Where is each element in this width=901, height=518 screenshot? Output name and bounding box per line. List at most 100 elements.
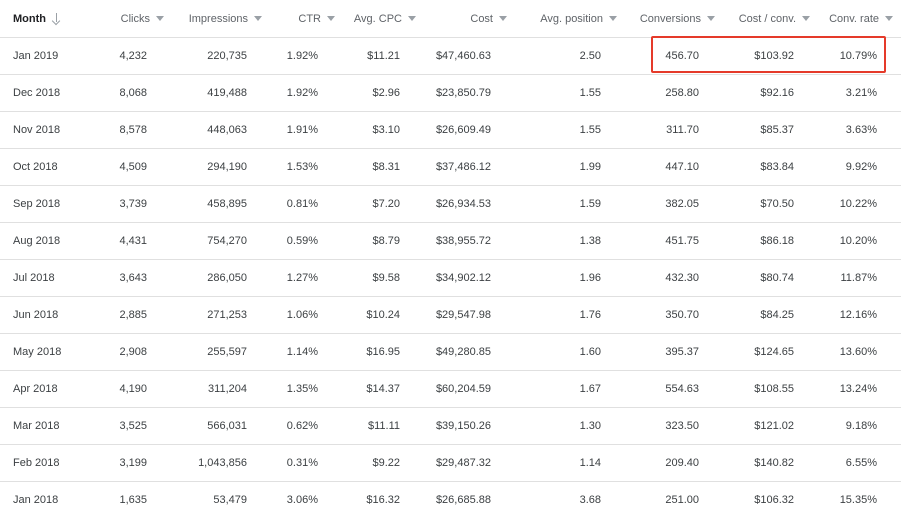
cell-conversions: 554.63 xyxy=(665,383,699,395)
column-header-avg-position[interactable]: Avg. position xyxy=(494,0,617,37)
column-header-label: Cost xyxy=(470,12,493,25)
cell-cost-per-conv: $108.55 xyxy=(754,383,794,395)
cell-conversions: 251.00 xyxy=(665,494,699,506)
cell-cost: $26,934.53 xyxy=(435,198,491,210)
cell-avg-position: 1.55 xyxy=(579,124,601,136)
cell-avg-cpc: $8.79 xyxy=(372,235,400,247)
cell-conv-rate: 3.21% xyxy=(845,87,877,99)
table-row[interactable]: Nov 2018 8,578 448,063 1.91% $3.10 $26,609.49… xyxy=(0,112,901,149)
cell-ctr: 0.62% xyxy=(286,420,318,432)
cell-clicks: 3,643 xyxy=(119,272,147,284)
cell-avg-cpc: $14.37 xyxy=(366,383,400,395)
column-header-cost-per-conv[interactable]: Cost / conv. xyxy=(702,0,810,37)
table-header: Month Clicks Impressions CTR Avg. CPC Co… xyxy=(0,0,901,38)
cell-conversions: 350.70 xyxy=(665,309,699,321)
column-header-avg-cpc[interactable]: Avg. CPC xyxy=(322,0,416,37)
caret-down-icon[interactable] xyxy=(885,16,893,21)
cell-month: Jan 2018 xyxy=(13,494,59,506)
table-row[interactable]: Jul 2018 3,643 286,050 1.27% $9.58 $34,902.12… xyxy=(0,260,901,297)
cell-conv-rate: 13.24% xyxy=(839,383,877,395)
table-row[interactable]: Oct 2018 4,509 294,190 1.53% $8.31 $37,486.12… xyxy=(0,149,901,186)
caret-down-icon[interactable] xyxy=(254,16,262,21)
table-row[interactable]: Jun 2018 2,885 271,253 1.06% $10.24 $29,547.9… xyxy=(0,297,901,334)
cell-avg-position: 1.67 xyxy=(579,383,601,395)
column-header-ctr[interactable]: CTR xyxy=(250,0,335,37)
column-header-impressions[interactable]: Impressions xyxy=(150,0,262,37)
cell-month: Oct 2018 xyxy=(13,161,58,173)
table-row[interactable]: Jan 2019 4,232 220,735 1.92% $11.21 $47,460.6… xyxy=(0,38,901,75)
cell-avg-cpc: $3.10 xyxy=(372,124,400,136)
column-header-conv-rate[interactable]: Conv. rate xyxy=(797,0,893,37)
cell-impressions: 220,735 xyxy=(207,50,247,62)
cell-month: Dec 2018 xyxy=(13,87,61,99)
cell-ctr: 1.92% xyxy=(286,87,318,99)
caret-down-icon[interactable] xyxy=(499,16,507,21)
column-header-label: Conv. rate xyxy=(829,12,879,25)
cell-cost: $29,487.32 xyxy=(435,457,491,469)
cell-month: Apr 2018 xyxy=(13,383,58,395)
column-header-label: Month xyxy=(13,12,46,25)
cell-cost-per-conv: $124.65 xyxy=(754,346,794,358)
table-row[interactable]: Jan 2018 1,635 53,479 3.06% $16.32 $26,685.88… xyxy=(0,482,901,518)
caret-down-icon[interactable] xyxy=(802,16,810,21)
column-header-conversions[interactable]: Conversions xyxy=(604,0,715,37)
cell-ctr: 1.06% xyxy=(286,309,318,321)
column-header-cost[interactable]: Cost xyxy=(404,0,507,37)
cell-conversions: 432.30 xyxy=(665,272,699,284)
cell-conv-rate: 12.16% xyxy=(839,309,877,321)
cell-clicks: 4,190 xyxy=(119,383,147,395)
cell-cost-per-conv: $83.84 xyxy=(760,161,794,173)
column-header-label: Avg. CPC xyxy=(353,12,402,25)
table-row[interactable]: Mar 2018 3,525 566,031 0.62% $11.11 $39,150.2… xyxy=(0,408,901,445)
cell-avg-position: 1.96 xyxy=(579,272,601,284)
caret-down-icon[interactable] xyxy=(156,16,164,21)
cell-avg-cpc: $9.22 xyxy=(372,457,400,469)
cell-cost: $60,204.59 xyxy=(435,383,491,395)
cell-cost-per-conv: $80.74 xyxy=(760,272,794,284)
cell-avg-position: 2.50 xyxy=(579,50,601,62)
caret-down-icon[interactable] xyxy=(408,16,416,21)
cell-cost-per-conv: $92.16 xyxy=(760,87,794,99)
cell-conv-rate: 13.60% xyxy=(839,346,877,358)
caret-down-icon[interactable] xyxy=(327,16,335,21)
cell-clicks: 4,509 xyxy=(119,161,147,173)
cell-avg-cpc: $2.96 xyxy=(372,87,400,99)
table-row[interactable]: Dec 2018 8,068 419,488 1.92% $2.96 $23,850.79… xyxy=(0,75,901,112)
arrow-down-icon[interactable] xyxy=(52,12,62,25)
cell-conversions: 311.70 xyxy=(666,124,699,136)
caret-down-icon[interactable] xyxy=(707,16,715,21)
cell-cost: $47,460.63 xyxy=(435,50,491,62)
cell-avg-cpc: $8.31 xyxy=(372,161,400,173)
column-header-month[interactable]: Month xyxy=(13,0,103,37)
cell-conv-rate: 10.20% xyxy=(839,235,877,247)
cell-ctr: 1.92% xyxy=(286,50,318,62)
cell-cost-per-conv: $84.25 xyxy=(760,309,794,321)
cell-cost: $26,685.88 xyxy=(435,494,491,506)
table-row[interactable]: May 2018 2,908 255,597 1.14% $16.95 $49,280.8… xyxy=(0,334,901,371)
cell-cost-per-conv: $106.32 xyxy=(754,494,794,506)
table-row[interactable]: Aug 2018 4,431 754,270 0.59% $8.79 $38,955.72… xyxy=(0,223,901,260)
cell-conversions: 209.40 xyxy=(665,457,699,469)
cell-impressions: 255,597 xyxy=(207,346,247,358)
cell-conv-rate: 3.63% xyxy=(845,124,877,136)
table-row[interactable]: Sep 2018 3,739 458,895 0.81% $7.20 $26,934.53… xyxy=(0,186,901,223)
cell-impressions: 286,050 xyxy=(207,272,247,284)
cell-month: Jul 2018 xyxy=(13,272,55,284)
cell-conv-rate: 10.22% xyxy=(839,198,877,210)
cell-month: Sep 2018 xyxy=(13,198,61,210)
caret-down-icon[interactable] xyxy=(609,16,617,21)
column-header-label: Conversions xyxy=(639,12,701,25)
cell-conv-rate: 9.18% xyxy=(845,420,877,432)
cell-clicks: 2,908 xyxy=(119,346,147,358)
cell-cost: $29,547.98 xyxy=(435,309,491,321)
table-row[interactable]: Apr 2018 4,190 311,204 1.35% $14.37 $60,204.5… xyxy=(0,371,901,408)
cell-cost: $38,955.72 xyxy=(435,235,491,247)
cell-cost: $39,150.26 xyxy=(435,420,491,432)
cell-cost-per-conv: $85.37 xyxy=(760,124,794,136)
cell-conversions: 258.80 xyxy=(665,87,699,99)
cell-clicks: 3,739 xyxy=(119,198,147,210)
table-row[interactable]: Feb 2018 3,199 1,043,856 0.31% $9.22 $29,487.… xyxy=(0,445,901,482)
column-header-clicks[interactable]: Clicks xyxy=(60,0,164,37)
cell-conv-rate: 6.55% xyxy=(845,457,877,469)
